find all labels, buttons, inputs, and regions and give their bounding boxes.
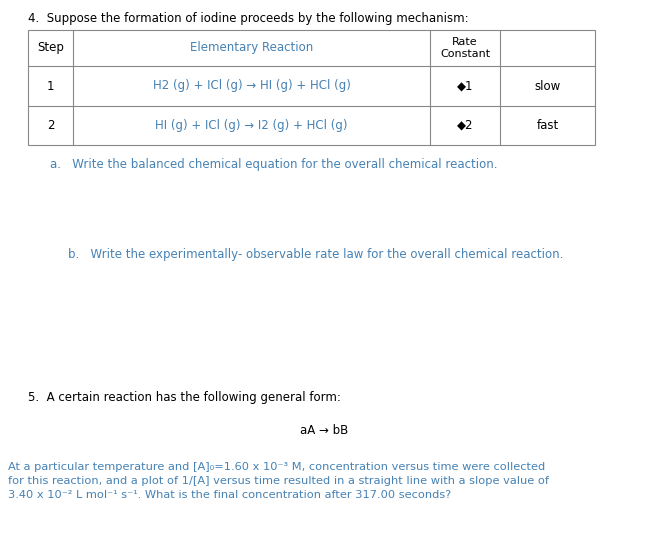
Bar <box>28 30 595 145</box>
Text: a.   Write the balanced chemical equation for the overall chemical reaction.: a. Write the balanced chemical equation … <box>50 158 498 171</box>
Text: fast: fast <box>537 119 559 132</box>
Text: 2: 2 <box>47 119 54 132</box>
Text: 5.  A certain reaction has the following general form:: 5. A certain reaction has the following … <box>28 391 341 404</box>
Text: slow: slow <box>535 80 561 92</box>
Text: ◆2: ◆2 <box>457 119 473 132</box>
Text: HI (g) + ICl (g) → I2 (g) + HCl (g): HI (g) + ICl (g) → I2 (g) + HCl (g) <box>156 119 348 132</box>
Text: At a particular temperature and [A]₀=1.60 x 10⁻³ M, concentration versus time we: At a particular temperature and [A]₀=1.6… <box>8 462 545 472</box>
Text: H2 (g) + ICl (g) → HI (g) + HCl (g): H2 (g) + ICl (g) → HI (g) + HCl (g) <box>152 80 351 92</box>
Text: Rate
Constant: Rate Constant <box>440 37 490 59</box>
Text: Step: Step <box>37 41 64 55</box>
Text: Elementary Reaction: Elementary Reaction <box>190 41 313 55</box>
Text: 3.40 x 10⁻² L mol⁻¹ s⁻¹. What is the final concentration after 317.00 seconds?: 3.40 x 10⁻² L mol⁻¹ s⁻¹. What is the fin… <box>8 490 451 500</box>
Text: 4.  Suppose the formation of iodine proceeds by the following mechanism:: 4. Suppose the formation of iodine proce… <box>28 12 469 25</box>
Text: 1: 1 <box>47 80 54 92</box>
Text: aA → bB: aA → bB <box>300 424 348 437</box>
Text: b.   Write the experimentally- observable rate law for the overall chemical reac: b. Write the experimentally- observable … <box>68 248 563 261</box>
Text: ◆1: ◆1 <box>457 80 473 92</box>
Text: for this reaction, and a plot of 1/[A] versus time resulted in a straight line w: for this reaction, and a plot of 1/[A] v… <box>8 476 549 486</box>
